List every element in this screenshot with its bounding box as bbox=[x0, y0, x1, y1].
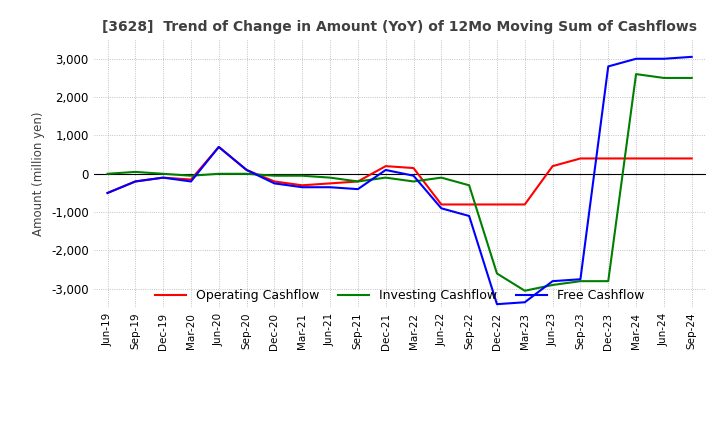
Operating Cashflow bbox=[242, 167, 251, 172]
Investing Cashflow bbox=[215, 171, 223, 176]
Line: Free Cashflow: Free Cashflow bbox=[107, 57, 692, 304]
Line: Operating Cashflow: Operating Cashflow bbox=[107, 147, 692, 205]
Investing Cashflow bbox=[354, 179, 362, 184]
Y-axis label: Amount (million yen): Amount (million yen) bbox=[32, 112, 45, 236]
Operating Cashflow bbox=[159, 175, 168, 180]
Operating Cashflow bbox=[186, 177, 195, 182]
Free Cashflow bbox=[465, 213, 474, 219]
Investing Cashflow bbox=[270, 173, 279, 178]
Operating Cashflow bbox=[549, 164, 557, 169]
Free Cashflow bbox=[103, 191, 112, 196]
Free Cashflow bbox=[576, 277, 585, 282]
Investing Cashflow bbox=[549, 282, 557, 288]
Operating Cashflow bbox=[215, 144, 223, 150]
Operating Cashflow bbox=[660, 156, 668, 161]
Line: Investing Cashflow: Investing Cashflow bbox=[107, 74, 692, 291]
Free Cashflow bbox=[549, 279, 557, 284]
Investing Cashflow bbox=[492, 271, 501, 276]
Operating Cashflow bbox=[631, 156, 640, 161]
Free Cashflow bbox=[521, 300, 529, 305]
Operating Cashflow bbox=[298, 183, 307, 188]
Legend: Operating Cashflow, Investing Cashflow, Free Cashflow: Operating Cashflow, Investing Cashflow, … bbox=[150, 284, 649, 307]
Operating Cashflow bbox=[382, 164, 390, 169]
Free Cashflow bbox=[604, 64, 613, 69]
Investing Cashflow bbox=[131, 169, 140, 175]
Free Cashflow bbox=[270, 181, 279, 186]
Free Cashflow bbox=[242, 167, 251, 172]
Operating Cashflow bbox=[103, 191, 112, 196]
Free Cashflow bbox=[325, 185, 334, 190]
Investing Cashflow bbox=[409, 179, 418, 184]
Operating Cashflow bbox=[576, 156, 585, 161]
Investing Cashflow bbox=[325, 175, 334, 180]
Operating Cashflow bbox=[688, 156, 696, 161]
Operating Cashflow bbox=[270, 179, 279, 184]
Operating Cashflow bbox=[521, 202, 529, 207]
Free Cashflow bbox=[409, 173, 418, 178]
Investing Cashflow bbox=[159, 171, 168, 176]
Operating Cashflow bbox=[492, 202, 501, 207]
Free Cashflow bbox=[354, 187, 362, 192]
Investing Cashflow bbox=[437, 175, 446, 180]
Free Cashflow bbox=[131, 179, 140, 184]
Free Cashflow bbox=[159, 175, 168, 180]
Free Cashflow bbox=[437, 205, 446, 211]
Operating Cashflow bbox=[465, 202, 474, 207]
Operating Cashflow bbox=[354, 179, 362, 184]
Free Cashflow bbox=[382, 167, 390, 172]
Operating Cashflow bbox=[437, 202, 446, 207]
Free Cashflow bbox=[660, 56, 668, 62]
Free Cashflow bbox=[186, 179, 195, 184]
Free Cashflow bbox=[215, 144, 223, 150]
Operating Cashflow bbox=[409, 165, 418, 171]
Investing Cashflow bbox=[382, 175, 390, 180]
Investing Cashflow bbox=[103, 171, 112, 176]
Investing Cashflow bbox=[660, 75, 668, 81]
Title: [3628]  Trend of Change in Amount (YoY) of 12Mo Moving Sum of Cashflows: [3628] Trend of Change in Amount (YoY) o… bbox=[102, 20, 697, 34]
Investing Cashflow bbox=[631, 71, 640, 77]
Free Cashflow bbox=[492, 301, 501, 307]
Investing Cashflow bbox=[576, 279, 585, 284]
Free Cashflow bbox=[631, 56, 640, 62]
Operating Cashflow bbox=[131, 179, 140, 184]
Operating Cashflow bbox=[325, 181, 334, 186]
Investing Cashflow bbox=[465, 183, 474, 188]
Investing Cashflow bbox=[521, 288, 529, 293]
Investing Cashflow bbox=[186, 173, 195, 178]
Investing Cashflow bbox=[688, 75, 696, 81]
Investing Cashflow bbox=[604, 279, 613, 284]
Free Cashflow bbox=[298, 185, 307, 190]
Free Cashflow bbox=[688, 54, 696, 59]
Operating Cashflow bbox=[604, 156, 613, 161]
Investing Cashflow bbox=[242, 171, 251, 176]
Investing Cashflow bbox=[298, 173, 307, 178]
